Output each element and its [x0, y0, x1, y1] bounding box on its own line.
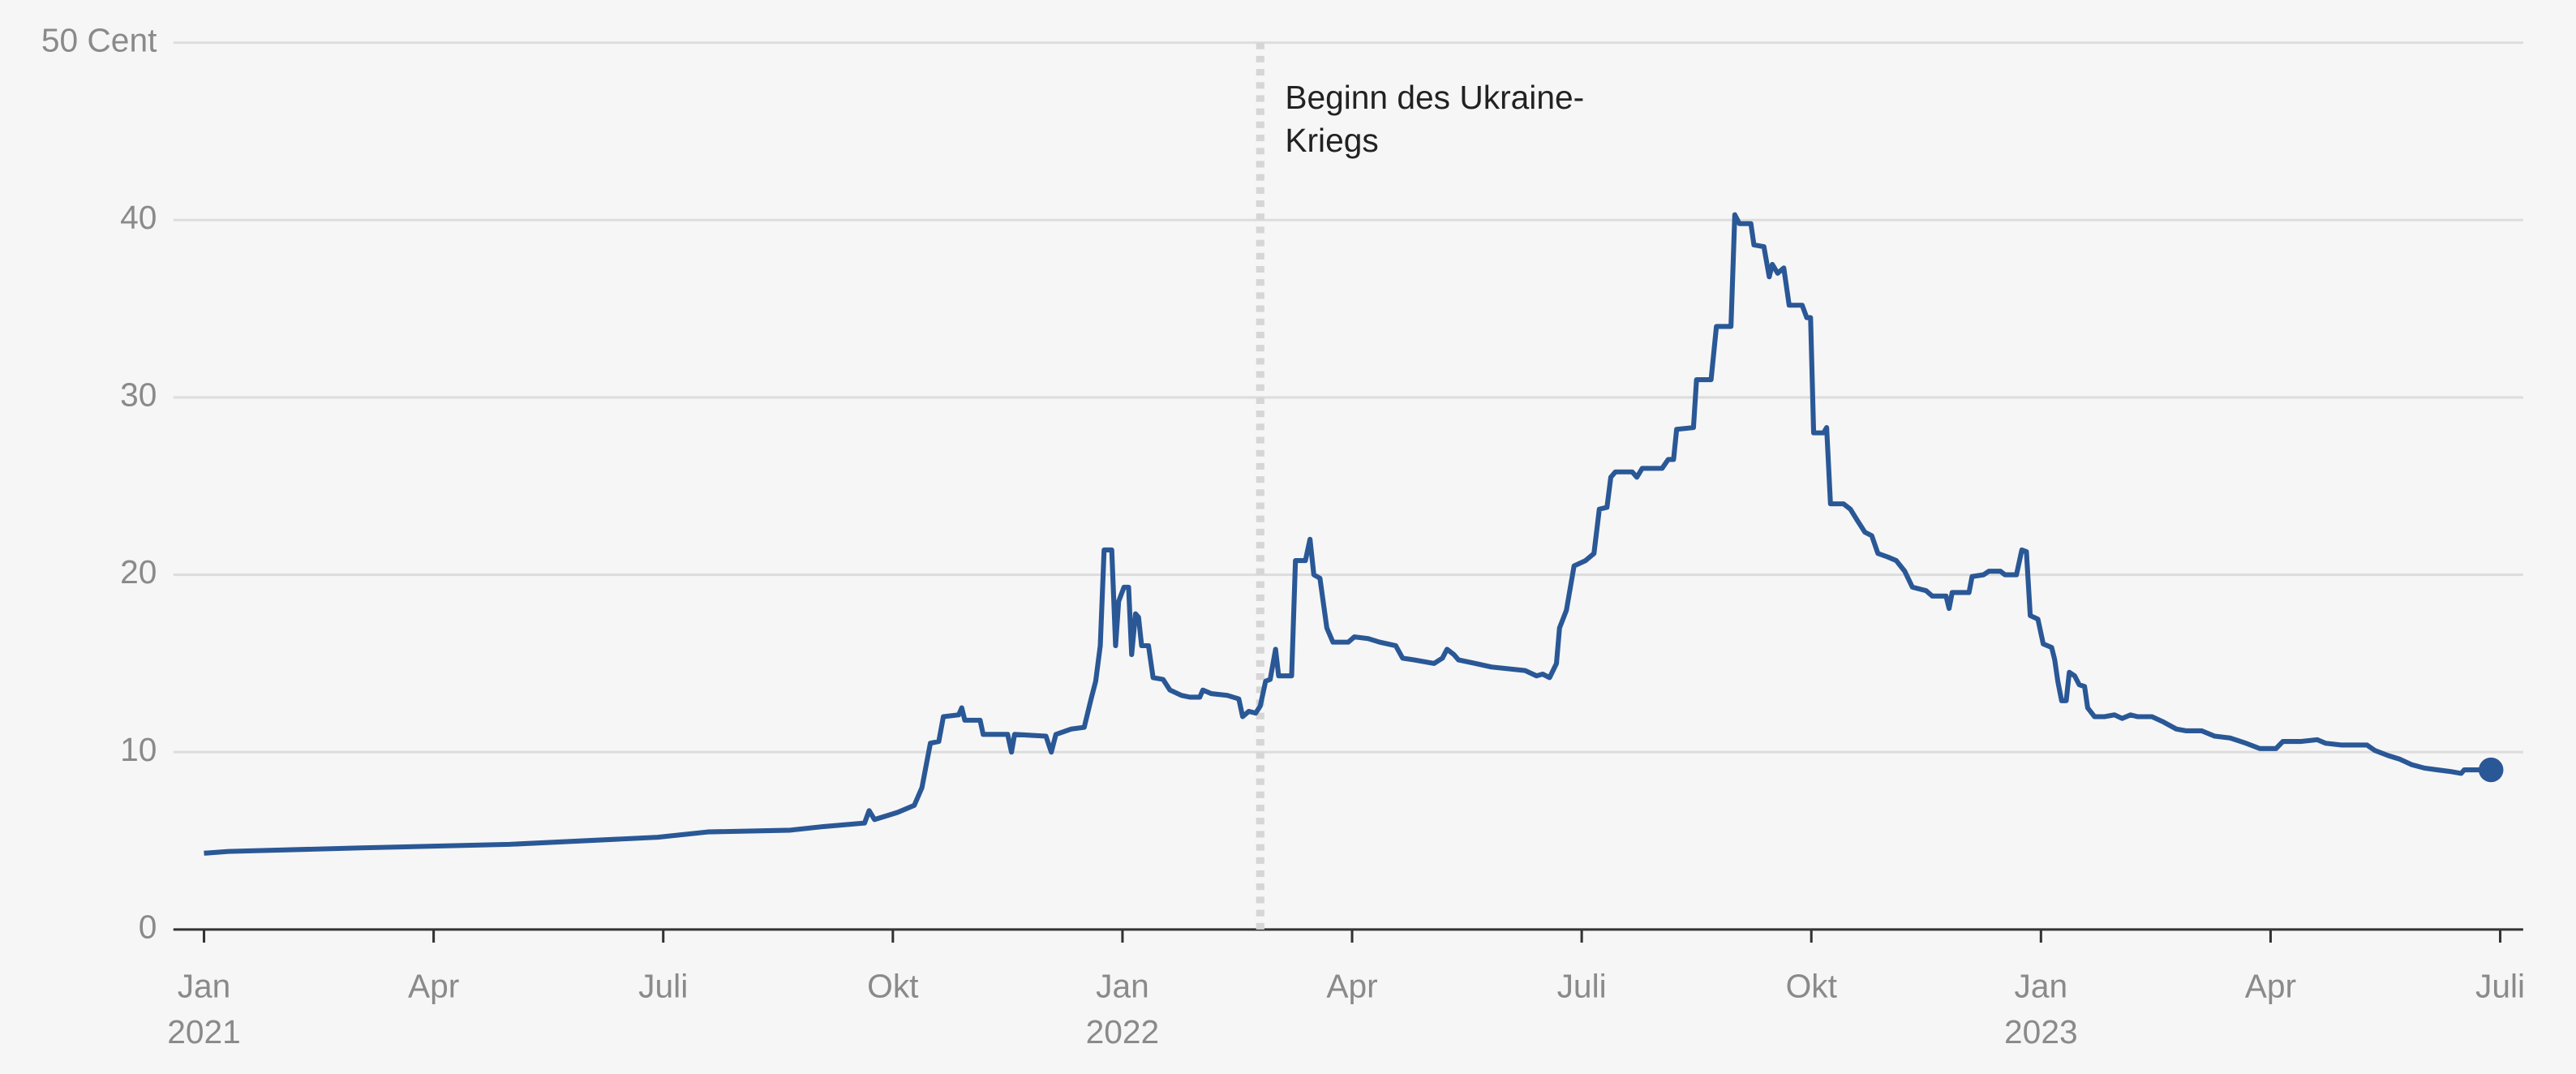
x-tick-label: Apr: [2245, 968, 2296, 1005]
year-label: 2021: [167, 1013, 241, 1050]
end-point: [2478, 757, 2504, 783]
y-tick-label: 50 Cent: [41, 21, 157, 58]
y-tick-label: 0: [139, 909, 157, 946]
x-tick-label: Apr: [408, 968, 459, 1005]
x-tick-label: Jan: [178, 968, 231, 1005]
y-tick-label: 20: [120, 553, 157, 591]
x-tick-label: Apr: [1326, 968, 1377, 1005]
x-tick-label: Jan: [1096, 968, 1149, 1005]
price-line: [204, 212, 2492, 856]
x-tick-label: Juli: [638, 968, 688, 1005]
annotation-text: Kriegs: [1285, 122, 1378, 159]
y-tick-label: 10: [120, 731, 157, 768]
x-tick-label: Okt: [1786, 968, 1837, 1005]
x-tick-label: Juli: [2475, 968, 2525, 1005]
year-label: 2022: [1086, 1013, 1160, 1050]
x-tick-label: Juli: [1557, 968, 1607, 1005]
y-tick-label: 30: [120, 376, 157, 414]
x-tick-label: Jan: [2015, 968, 2068, 1005]
year-label: 2023: [2004, 1013, 2078, 1050]
y-tick-label: 40: [120, 199, 157, 236]
annotation-text: Beginn des Ukraine-: [1285, 79, 1584, 116]
x-tick-label: Okt: [867, 968, 918, 1005]
